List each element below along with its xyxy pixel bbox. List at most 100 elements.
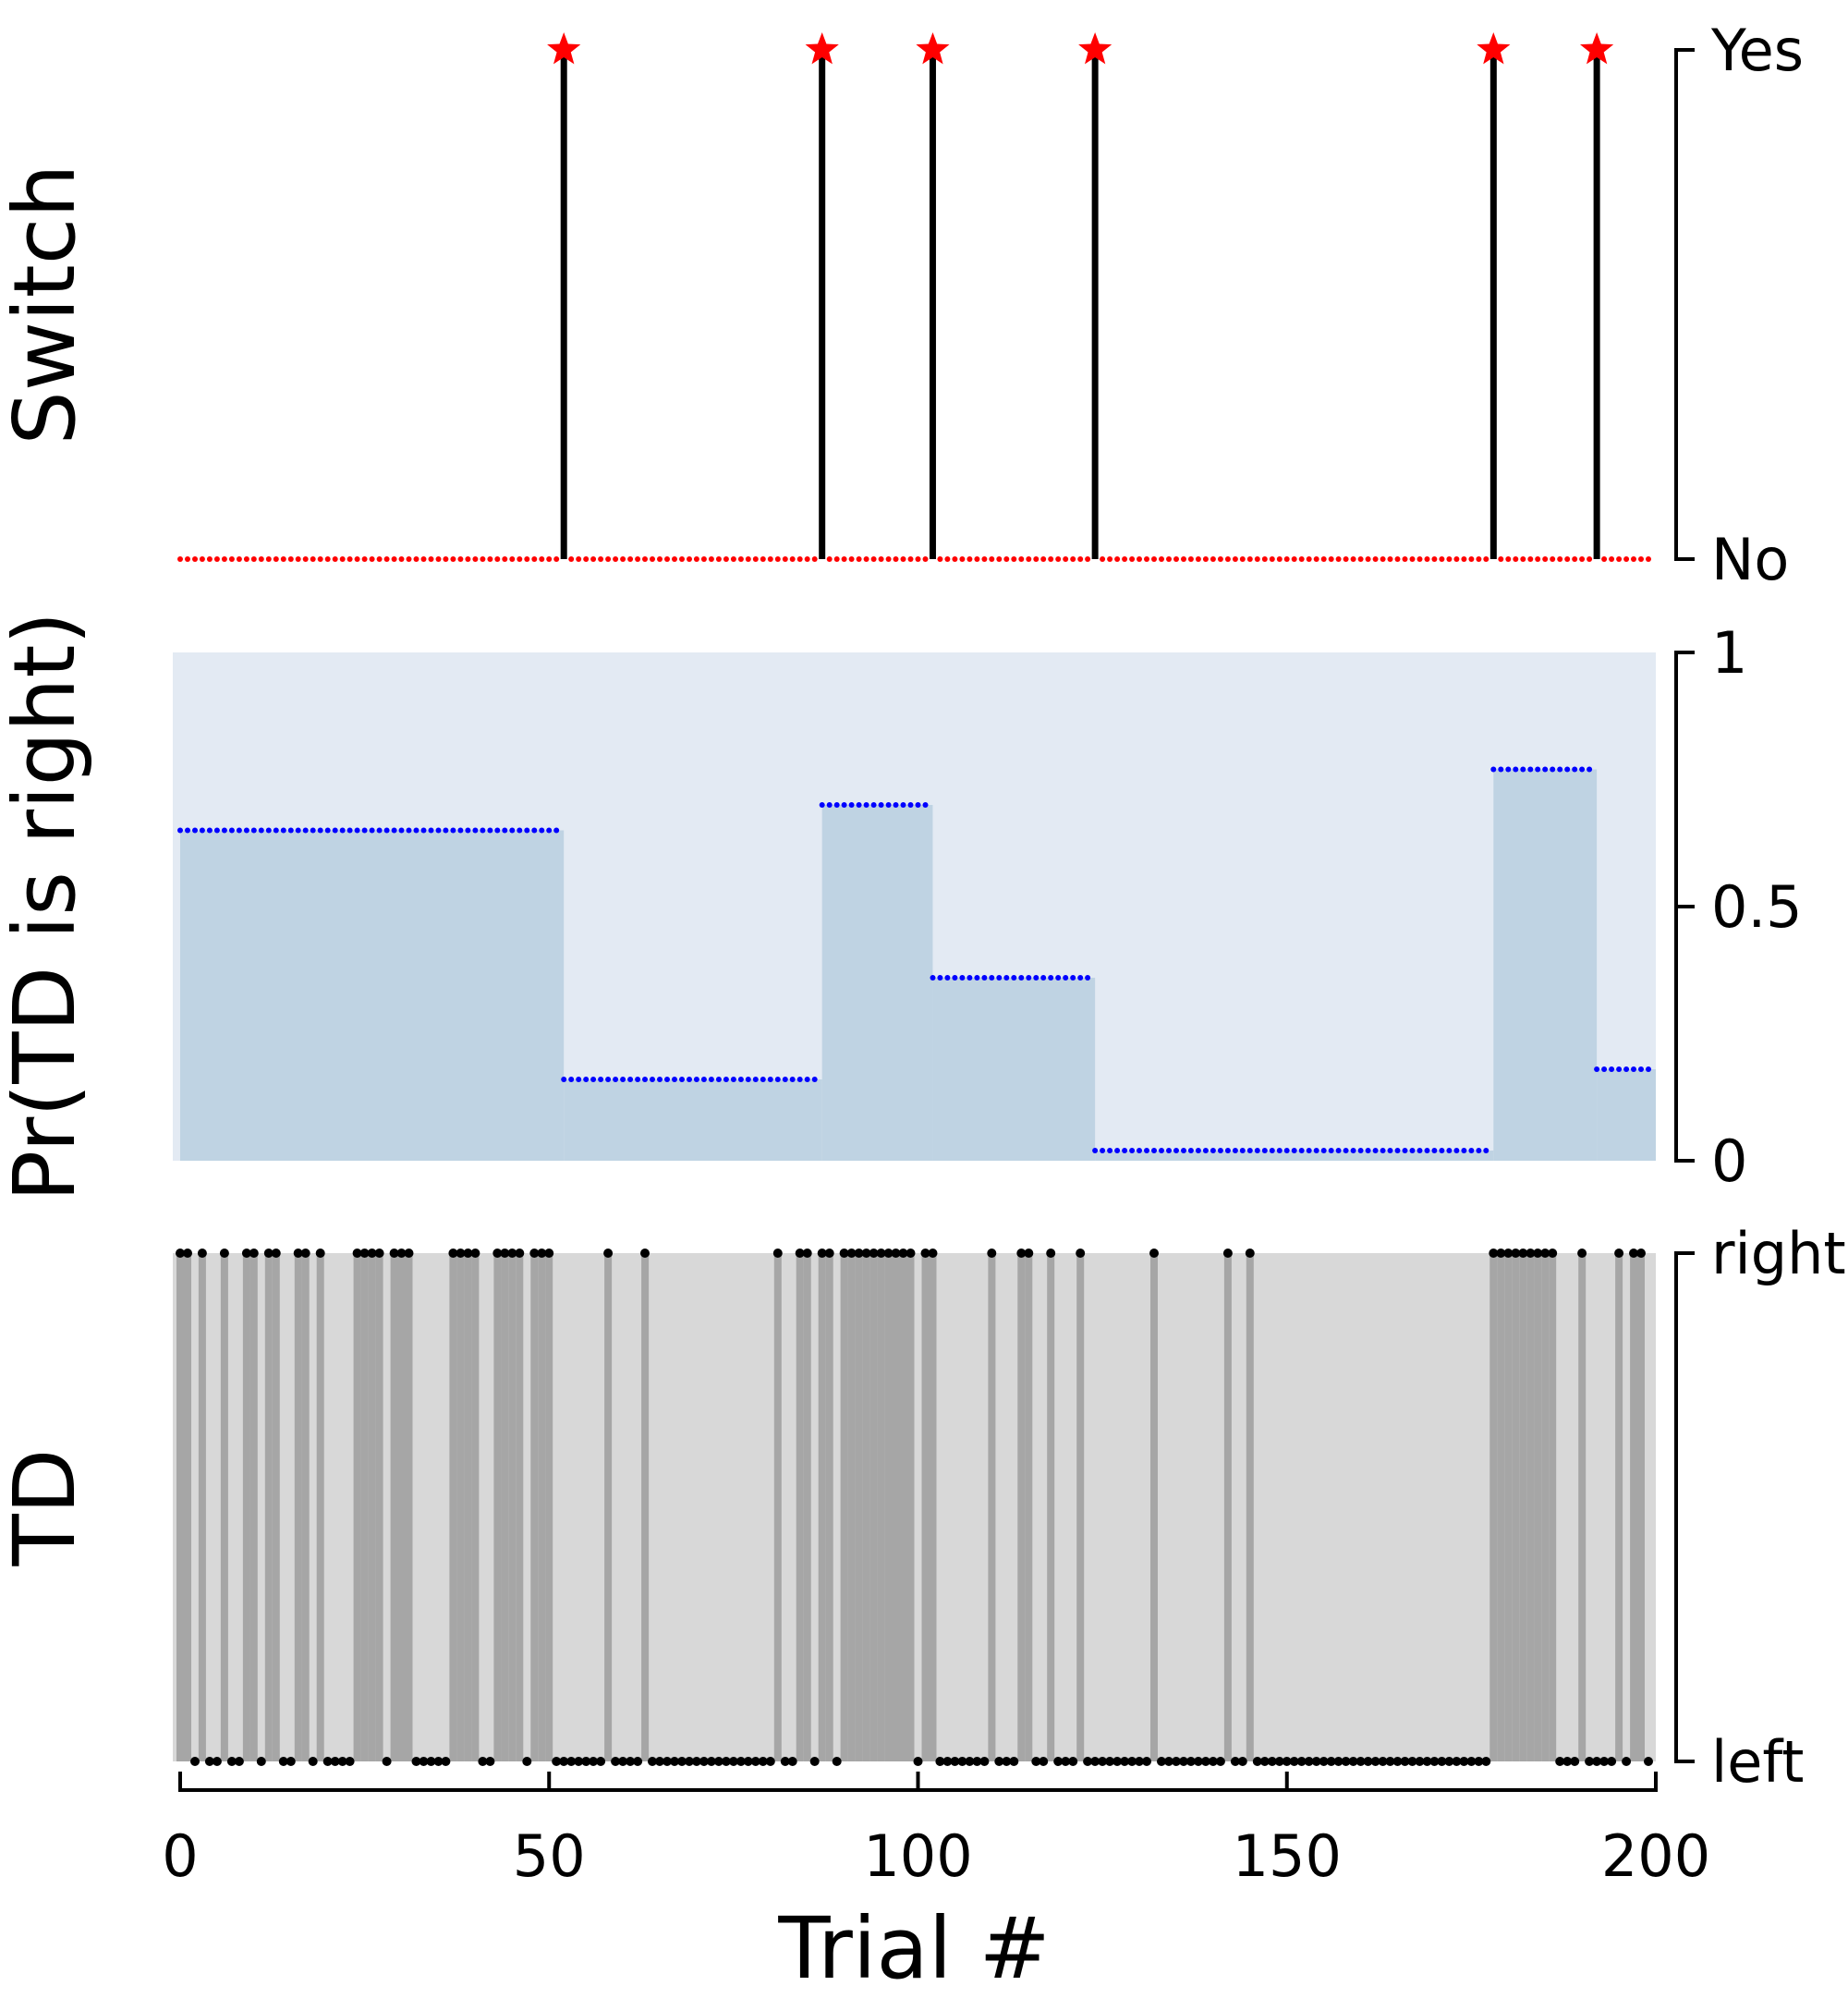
- probability-point: [332, 827, 338, 834]
- td-right-point: [920, 1249, 930, 1258]
- td-right-point: [448, 1249, 458, 1258]
- td-right-band: [1578, 1253, 1587, 1761]
- td-left-point: [648, 1757, 657, 1766]
- probability-point: [693, 1077, 699, 1082]
- td-right-band: [242, 1253, 250, 1761]
- td-right-band: [818, 1253, 826, 1761]
- td-ylabel: TD: [0, 1448, 94, 1566]
- td-right-point: [603, 1249, 614, 1258]
- td-left-point: [1400, 1757, 1410, 1766]
- td-left-point: [965, 1757, 975, 1766]
- td-left-point: [1407, 1757, 1417, 1766]
- probability-point: [737, 1077, 744, 1082]
- probability-point: [457, 827, 464, 834]
- no-switch-point: [811, 556, 818, 562]
- probability-point: [1246, 1148, 1253, 1153]
- probability-point: [177, 827, 183, 834]
- probability-point: [789, 1077, 796, 1082]
- no-switch-point: [687, 556, 692, 562]
- td-right-band: [1637, 1253, 1645, 1761]
- no-switch-point: [1387, 556, 1393, 562]
- probability-point: [206, 827, 213, 834]
- td-right-point: [463, 1249, 473, 1258]
- td-right-point: [802, 1249, 812, 1258]
- probability-point: [1122, 1148, 1128, 1153]
- td-right-point: [795, 1249, 805, 1258]
- probability-y-tick-label: 1: [1711, 619, 1747, 687]
- no-switch-point: [1129, 556, 1136, 562]
- td-right-band: [988, 1253, 996, 1761]
- no-switch-point: [1269, 556, 1275, 562]
- td-right-band: [1223, 1253, 1232, 1761]
- probability-y-tick-label: 0: [1711, 1127, 1747, 1195]
- td-left-point: [574, 1757, 584, 1766]
- td-left-point: [633, 1757, 643, 1766]
- no-switch-point: [841, 556, 847, 562]
- probability-point: [1476, 1148, 1482, 1153]
- td-left-point: [1098, 1757, 1108, 1766]
- td-right-point: [987, 1249, 997, 1258]
- no-switch-point: [1217, 556, 1223, 562]
- no-switch-point: [1298, 556, 1305, 562]
- td-left-point: [278, 1757, 288, 1766]
- probability-point: [553, 827, 560, 834]
- probability-point: [509, 827, 516, 834]
- td-right-point: [1533, 1249, 1543, 1258]
- td-right-band: [360, 1253, 369, 1761]
- probability-point: [1453, 1148, 1460, 1153]
- no-switch-point: [1181, 556, 1186, 562]
- td-left-point: [1193, 1757, 1203, 1766]
- probability-point: [605, 1077, 612, 1082]
- td-right-band: [545, 1253, 553, 1761]
- no-switch-point: [708, 556, 714, 562]
- td-left-point: [832, 1757, 842, 1766]
- probability-point: [221, 827, 227, 834]
- probability-point: [1372, 1148, 1379, 1153]
- probability-point: [1173, 1148, 1179, 1153]
- probability-point: [383, 827, 390, 834]
- td-right-point: [197, 1249, 207, 1258]
- no-switch-point: [605, 556, 612, 562]
- td-panel: left right TD: [0, 1220, 1846, 1796]
- td-right-band: [220, 1253, 228, 1761]
- td-right-band: [508, 1253, 517, 1761]
- td-right-band: [1549, 1253, 1557, 1761]
- probability-point: [1107, 1148, 1113, 1153]
- probability-point: [856, 802, 862, 808]
- probability-panel: 0 0.5 1 Pr(TD is right): [0, 612, 1803, 1202]
- probability-point: [922, 802, 929, 808]
- no-switch-point: [760, 556, 766, 562]
- td-left-point: [1230, 1757, 1240, 1766]
- no-switch-point: [1542, 556, 1549, 562]
- no-switch-point: [413, 556, 419, 562]
- td-right-point: [1614, 1249, 1624, 1258]
- probability-point: [1550, 766, 1556, 773]
- td-left-point: [286, 1757, 296, 1766]
- probability-point: [1527, 766, 1534, 773]
- probability-point: [1631, 1066, 1636, 1072]
- no-switch-point: [1439, 556, 1445, 562]
- no-switch-point: [391, 556, 397, 562]
- probability-point: [796, 1077, 803, 1082]
- td-right-band: [390, 1253, 398, 1761]
- td-right-point: [891, 1249, 901, 1258]
- td-left-point: [1259, 1757, 1270, 1766]
- no-switch-point: [1505, 556, 1512, 562]
- td-left-point: [670, 1757, 679, 1766]
- no-switch-point: [679, 556, 685, 562]
- no-switch-point: [944, 556, 951, 562]
- probability-point: [1365, 1148, 1371, 1153]
- td-right-point: [176, 1249, 185, 1258]
- no-switch-point: [1107, 556, 1113, 562]
- no-switch-point: [590, 556, 597, 562]
- td-right-point: [876, 1249, 886, 1258]
- td-left-point: [411, 1757, 421, 1766]
- no-switch-point: [1638, 556, 1644, 562]
- no-switch-point: [273, 556, 279, 562]
- probability-point: [1490, 766, 1497, 773]
- no-switch-point: [553, 556, 560, 562]
- probability-point: [833, 802, 840, 808]
- td-left-point: [559, 1757, 569, 1766]
- no-switch-point: [228, 556, 235, 562]
- probability-point: [1063, 975, 1069, 981]
